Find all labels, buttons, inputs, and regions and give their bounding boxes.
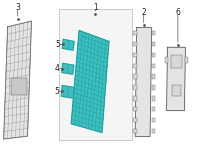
Bar (133, 31, 137, 35)
Text: 5: 5 (54, 87, 59, 96)
Bar (152, 53, 155, 57)
Polygon shape (135, 28, 152, 136)
Polygon shape (62, 39, 74, 50)
Bar (133, 118, 137, 122)
Polygon shape (62, 63, 74, 74)
Bar (152, 42, 155, 46)
Bar (133, 74, 137, 79)
Bar (172, 85, 181, 96)
Bar (171, 55, 182, 68)
Bar (133, 42, 137, 46)
Bar (152, 31, 155, 35)
Bar (133, 129, 137, 133)
Polygon shape (4, 21, 31, 139)
Polygon shape (167, 47, 185, 111)
Bar (152, 74, 155, 79)
Bar (133, 53, 137, 57)
Bar (11, 78, 27, 95)
Bar (133, 64, 137, 68)
Text: 6: 6 (175, 8, 180, 17)
Bar (152, 85, 155, 90)
Bar (152, 118, 155, 122)
Bar (133, 85, 137, 90)
Bar (133, 107, 137, 111)
Text: 4: 4 (55, 64, 60, 73)
Bar (133, 96, 137, 101)
Polygon shape (71, 31, 109, 132)
Bar (152, 96, 155, 101)
Bar (152, 129, 155, 133)
Bar (165, 57, 168, 63)
Bar (152, 107, 155, 111)
Text: 5: 5 (55, 40, 60, 49)
Bar (185, 57, 188, 63)
Text: 2: 2 (141, 8, 146, 17)
Bar (59, 9, 132, 141)
Text: 3: 3 (15, 3, 20, 12)
Polygon shape (61, 85, 75, 98)
Text: 1: 1 (93, 3, 98, 12)
Bar (152, 64, 155, 68)
